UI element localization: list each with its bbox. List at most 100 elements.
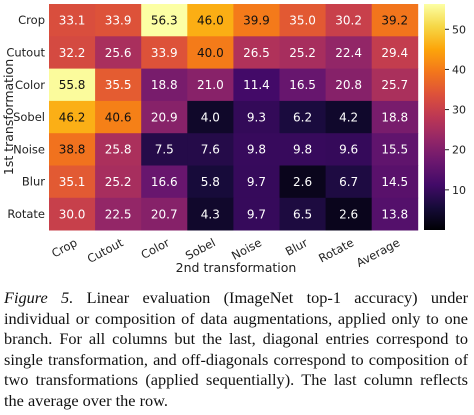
y-tick-label: Noise — [13, 142, 45, 156]
y-tick-label: Blur — [22, 175, 45, 189]
heatmap-cell — [325, 165, 373, 199]
cell-value-label: 9.7 — [247, 207, 266, 221]
heatmap-cell — [371, 100, 419, 134]
heatmap-cell — [325, 4, 373, 37]
heatmap-cells: 33.1 33.9 56.3 46.0 39.9 35.0 30.2 39.2 32.2 25.6… — [49, 4, 419, 231]
cell-value-label: 29.4 — [381, 46, 408, 60]
x-tick-label: Average — [354, 235, 402, 270]
cell-value-label: 4.2 — [339, 110, 358, 124]
heatmap-cell — [141, 100, 188, 134]
cell-value-label: 25.2 — [105, 175, 132, 189]
caption-text: Linear evaluation (ImageNet top-1 accura… — [4, 288, 468, 410]
heatmap-cell — [187, 133, 234, 166]
heatmap-cell — [233, 100, 280, 134]
cell-value-label: 13.8 — [381, 207, 408, 221]
cell-value-label: 35.5 — [105, 78, 132, 92]
heatmap-cell — [325, 100, 373, 134]
heatmap-cell — [233, 165, 280, 199]
heatmap-cell — [141, 4, 188, 37]
heatmap-cell — [95, 100, 142, 134]
heatmap-cell — [187, 68, 234, 102]
heatmap-cell — [141, 68, 188, 102]
cell-value-label: 6.2 — [293, 110, 312, 124]
heatmap-cell — [279, 197, 326, 231]
heatmap-cell — [49, 68, 96, 102]
x-tick-label: Blur — [283, 235, 310, 258]
heatmap-cell — [187, 100, 234, 134]
x-tick-label: Crop — [49, 235, 79, 260]
cell-value-label: 9.3 — [247, 110, 266, 124]
heatmap-cell — [371, 68, 419, 102]
cell-value-label: 5.8 — [201, 175, 220, 189]
heatmap-cell — [279, 4, 326, 37]
heatmap-cell — [279, 100, 326, 134]
heatmap-cell — [233, 36, 280, 69]
y-axis-label: 1st transformation — [1, 59, 16, 175]
heatmap-cell — [187, 4, 234, 37]
cell-value-label: 15.5 — [381, 143, 408, 157]
cell-value-label: 35.0 — [289, 13, 316, 27]
colorbar-tick-label: 30 — [452, 104, 466, 117]
heatmap-cell — [371, 197, 419, 231]
y-tick-label: Color — [15, 78, 45, 92]
cell-value-label: 4.0 — [201, 110, 220, 124]
heatmap-cell — [187, 36, 234, 69]
cell-value-label: 40.0 — [197, 46, 224, 60]
y-tick-label: Cutout — [6, 45, 45, 59]
colorbar: 10 20 30 40 50 — [424, 4, 466, 230]
x-axis-label: 2nd transformation — [176, 260, 297, 275]
heatmap-cell — [233, 133, 280, 166]
cell-value-label: 2.6 — [339, 207, 358, 221]
heatmap-cell — [279, 133, 326, 166]
figure-caption: Figure 5. Linear evaluation (ImageNet to… — [4, 288, 468, 412]
caption-figure-label: Figure 5. — [4, 288, 74, 307]
heatmap-cell — [187, 165, 234, 199]
cell-value-label: 18.8 — [381, 110, 408, 124]
heatmap-cell — [325, 133, 373, 166]
colorbar-tick-label: 20 — [452, 144, 466, 157]
heatmap-cell — [95, 4, 142, 37]
heatmap-cell — [371, 36, 419, 69]
cell-value-label: 7.6 — [201, 143, 220, 157]
x-tick-label: Cutout — [85, 235, 126, 266]
cell-value-label: 16.5 — [289, 78, 316, 92]
cell-value-label: 14.5 — [381, 175, 408, 189]
heatmap-cell — [141, 36, 188, 69]
cell-value-label: 39.2 — [381, 13, 408, 27]
heatmap-cell — [95, 36, 142, 69]
cell-value-label: 4.3 — [201, 207, 220, 221]
cell-value-label: 20.8 — [335, 78, 362, 92]
heatmap-cell — [95, 165, 142, 199]
heatmap-cell — [49, 165, 96, 199]
cell-value-label: 46.0 — [197, 13, 224, 27]
cell-value-label: 25.8 — [105, 143, 132, 157]
heatmap-cell — [49, 4, 96, 37]
heatmap-cell — [371, 133, 419, 166]
cell-value-label: 20.9 — [151, 110, 178, 124]
heatmap-cell — [371, 4, 419, 37]
cell-value-label: 22.5 — [105, 207, 132, 221]
heatmap-cell — [141, 197, 188, 231]
cell-value-label: 30.2 — [335, 13, 362, 27]
x-tick-label: Sobel — [183, 235, 218, 262]
cell-value-label: 6.5 — [293, 207, 312, 221]
cell-value-label: 9.6 — [339, 143, 358, 157]
cell-value-label: 30.0 — [59, 207, 86, 221]
y-tick-labels: Crop Cutout Color Sobel Noise Blur Rotate — [6, 13, 45, 221]
heatmap-cell — [95, 133, 142, 166]
heatmap-figure: 33.1 33.9 56.3 46.0 39.9 35.0 30.2 39.2 32.2 25.6… — [1, 4, 466, 275]
heatmap-cell — [141, 165, 188, 199]
colorbar-tick-label: 50 — [452, 23, 466, 36]
cell-value-label: 26.5 — [243, 46, 270, 60]
cell-value-label: 9.7 — [247, 175, 266, 189]
heatmap-cell — [141, 133, 188, 166]
y-tick-label: Rotate — [7, 207, 45, 221]
x-tick-label: Color — [139, 235, 172, 262]
heatmap-cell — [325, 197, 373, 231]
cell-value-label: 25.2 — [289, 46, 316, 60]
heatmap-cell — [49, 100, 96, 134]
cell-value-label: 32.2 — [59, 46, 86, 60]
heatmap-cell — [49, 197, 96, 231]
cell-value-label: 38.8 — [59, 143, 86, 157]
colorbar-gradient — [424, 4, 445, 230]
